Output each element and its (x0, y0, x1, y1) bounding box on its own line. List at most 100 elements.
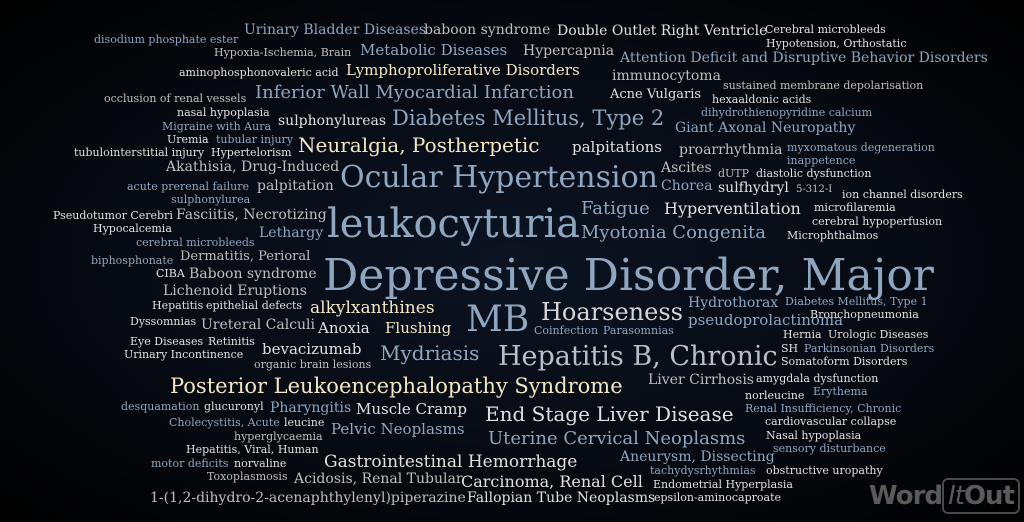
cloud-word: Fatigue (581, 198, 650, 219)
cloud-word: nasal hypoplasia (177, 106, 270, 119)
cloud-word: occlusion of renal vessels (104, 92, 247, 105)
cloud-word: Urinary Incontinence (124, 348, 244, 361)
cloud-word: Parasomnias (603, 324, 674, 337)
cloud-word: tubular injury (216, 133, 294, 146)
cloud-word: microfilaremia (814, 201, 896, 214)
cloud-word: Acidosis, Renal Tubular (294, 471, 463, 487)
cloud-word: Microphthalmos (787, 229, 879, 242)
cloud-word: alkylxanthines (310, 298, 435, 318)
cloud-word: Muscle Cramp (356, 400, 467, 418)
cloud-word: Hyperventilation (664, 199, 801, 218)
cloud-word: Pseudotumor Cerebri (53, 209, 173, 222)
cloud-word: Fasciitis, Necrotizing (176, 207, 327, 223)
cloud-word: cardiovascular collapse (765, 415, 897, 428)
cloud-word: Metabolic Diseases (360, 41, 508, 59)
cloud-word: Liver Cirrhosis (648, 372, 754, 388)
cloud-word: Hernia (783, 328, 822, 341)
cloud-word: Diabetes Mellitus, Type 1 (785, 295, 928, 308)
cloud-word: Inferior Wall Myocardial Infarction (255, 82, 574, 103)
cloud-word: leukocyturia (327, 201, 581, 247)
cloud-word: hexaaldonic acids (712, 93, 812, 106)
cloud-word: Anoxia (318, 319, 370, 337)
cloud-word: Bronchopneumonia (810, 308, 919, 321)
cloud-word: Hypercapnia (523, 43, 615, 59)
cloud-word: Aneurysm, Dissecting (620, 449, 775, 465)
cloud-word: inappetence (787, 154, 856, 167)
cloud-word: immunocytoma (612, 68, 721, 84)
cloud-word: Lymphoproliferative Disorders (346, 61, 580, 79)
cloud-word: disodium phosphate ester (94, 33, 239, 46)
cloud-word: amygdala dysfunction (756, 372, 879, 385)
cloud-word: Renal Insufficiency, Chronic (745, 402, 902, 415)
cloud-word: dihydrothienopyridine calcium (701, 106, 873, 119)
cloud-word: sensory disturbance (773, 442, 886, 455)
cloud-word: Toxoplasmosis (207, 470, 288, 483)
cloud-word: sulphonylureas (278, 113, 387, 129)
cloud-word: Fallopian Tube Neoplasms (467, 490, 656, 506)
cloud-word: Posterior Leukoencephalopathy Syndrome (170, 374, 623, 398)
cloud-word: Ureteral Calculi (201, 317, 316, 333)
cloud-word: Eye Diseases (130, 335, 204, 348)
cloud-word: Mydriasis (380, 341, 480, 365)
cloud-word: Urologic Diseases (828, 328, 929, 341)
cloud-word: Lethargy (259, 225, 324, 241)
cloud-word: CIBA (156, 267, 185, 280)
cloud-word: Migraine with Aura (162, 120, 272, 133)
cloud-word: 5-312-I (796, 184, 833, 195)
cloud-word: pseudoprolactinoma (688, 311, 844, 329)
cloud-word: End Stage Liver Disease (485, 402, 734, 426)
cloud-word: Pharyngitis (270, 400, 352, 416)
logo-it: It (948, 481, 965, 511)
cloud-word: Hypotension, Orthostatic (766, 37, 907, 50)
cloud-word: palpitations (572, 138, 662, 156)
cloud-word: Giant Axonal Neuropathy (675, 120, 856, 136)
cloud-word: epsilon-aminocaproate (654, 491, 781, 504)
cloud-word: Carcinoma, Renal Cell (461, 472, 643, 491)
cloud-word: Hoarseness (541, 298, 683, 326)
cloud-word: Neuralgia, Postherpetic (298, 133, 540, 157)
cloud-word: proarrhythmia (679, 142, 783, 158)
cloud-word: tachydysrhythmias (650, 464, 756, 477)
cloud-word: Ascites (661, 160, 712, 176)
cloud-word: bevacizumab (262, 340, 362, 358)
logo-out: Out (963, 481, 1015, 511)
cloud-word: baboon syndrome (424, 22, 551, 38)
cloud-word: Lichenoid Eruptions (163, 283, 307, 299)
cloud-word: motor deficits (151, 457, 229, 470)
cloud-word: palpitation (257, 178, 334, 194)
logo-box: ItOut (942, 478, 1020, 514)
cloud-word: hyperglycaemia (234, 430, 323, 443)
cloud-word: Myotonia Congenita (581, 222, 767, 243)
cloud-word: Attention Deficit and Disruptive Behavio… (620, 50, 988, 66)
cloud-word: Urinary Bladder Diseases (244, 22, 427, 38)
cloud-word: cerebral hypoperfusion (812, 215, 943, 228)
cloud-word: Pelvic Neoplasms (331, 420, 465, 438)
cloud-word: sustained membrane depolarisation (723, 79, 924, 92)
cloud-word: Hepatitis B, Chronic (498, 341, 778, 372)
wordout-logo: Word ItOut (869, 478, 1020, 514)
cloud-word: organic brain lesions (254, 358, 372, 371)
cloud-word: biphosphonate (91, 254, 174, 267)
cloud-word: Endometrial Hyperplasia (653, 478, 793, 491)
cloud-word: Akathisia, Drug-Induced (166, 159, 340, 175)
cloud-word: Acne Vulgaris (610, 87, 702, 102)
cloud-word: Nasal hypoplasia (766, 429, 862, 442)
cloud-word: Hypertelorism (211, 146, 292, 159)
cloud-word: Double Outlet Right Ventricle (557, 23, 768, 39)
cloud-word: sulphonylurea (171, 193, 251, 206)
cloud-word: Diabetes Mellitus, Type 2 (392, 106, 665, 130)
cloud-word: glucuronyl (204, 400, 264, 413)
cloud-word: Retinitis (208, 335, 255, 348)
cloud-word: Ocular Hypertension (340, 160, 658, 195)
cloud-word: Flushing (385, 319, 452, 337)
cloud-word: norleucine (745, 389, 805, 402)
cloud-word: Baboon syndrome (189, 266, 317, 282)
cloud-word: leucine (284, 416, 325, 429)
cloud-word: desquamation (121, 400, 200, 413)
cloud-word: Depressive Disorder, Major (323, 250, 934, 301)
cloud-word: Hydrothorax (688, 295, 779, 311)
cloud-word: MB (466, 299, 530, 340)
cloud-word: dUTP (718, 167, 750, 180)
cloud-word: Cholecystitis, Acute (169, 416, 280, 429)
